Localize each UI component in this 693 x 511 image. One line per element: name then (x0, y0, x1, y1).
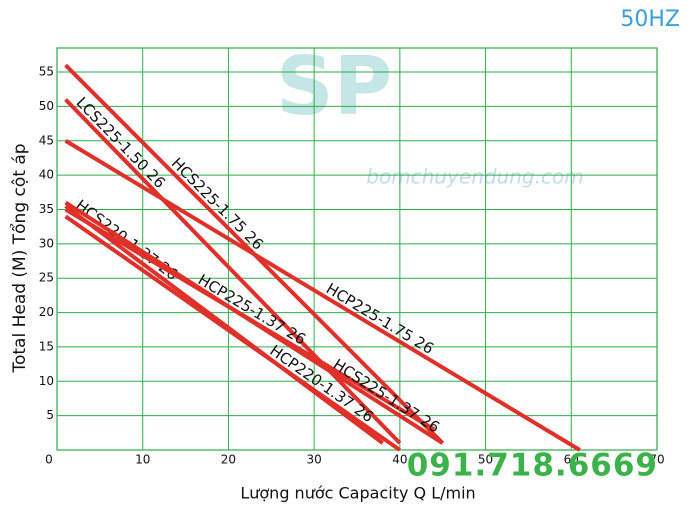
y-tick-label: 25 (39, 271, 54, 285)
y-tick-label: 40 (39, 168, 54, 182)
series-line (64, 139, 581, 452)
x-tick-label: 20 (221, 453, 236, 467)
y-tick-label: 35 (39, 202, 54, 216)
x-tick-label: 30 (307, 453, 322, 467)
y-axis-title: Total Head (M) Tổng cột áp (9, 143, 30, 373)
x-tick-label: 10 (135, 453, 150, 467)
series-line (64, 200, 444, 445)
watermark-logo: SP (276, 40, 392, 133)
y-tick-label: 15 (39, 339, 54, 353)
x-axis-title: Lượng nước Capacity Q L/min (240, 484, 475, 503)
x-tick-label: 0 (45, 453, 53, 467)
phone: 091.718.6669 (407, 448, 658, 484)
y-tick-label: 20 (39, 305, 54, 319)
series-line (64, 214, 402, 452)
y-tick-label: 30 (39, 236, 54, 250)
series-line (64, 204, 384, 445)
series-line (64, 98, 402, 445)
watermark-site: bomchuyendung.com (366, 165, 583, 189)
x-tick-label: 50 (478, 453, 493, 467)
x-tick-label: 60 (564, 453, 579, 467)
y-tick-label: 5 (46, 408, 54, 422)
y-tick-label: 55 (39, 65, 54, 79)
x-tick-label: 70 (649, 453, 664, 467)
y-tick-label: 45 (39, 133, 54, 147)
x-tick-label: 40 (392, 453, 407, 467)
y-tick-label: 50 (39, 99, 54, 113)
y-tick-label: 10 (39, 374, 54, 388)
frequency-label: 50HZ (620, 7, 680, 32)
